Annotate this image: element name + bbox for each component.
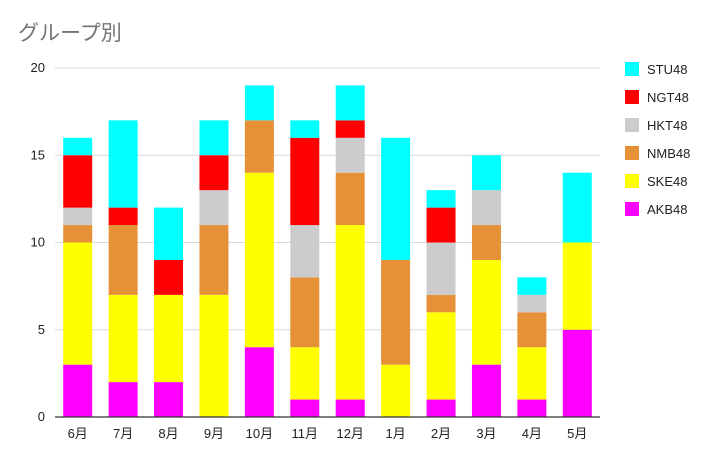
y-tick-label: 5 xyxy=(38,322,45,337)
x-axis: 6月 7月 8月 9月 10月 11月 12月 1月 2月 3月 4月 5月 xyxy=(55,416,600,441)
bar-segment-ske48-5 xyxy=(290,347,320,400)
x-tick-label: 7月 xyxy=(113,426,133,441)
y-tick-label: 0 xyxy=(38,409,45,424)
bar-segment-ngt48-8 xyxy=(426,207,456,243)
bar-segment-ske48-7 xyxy=(381,364,411,417)
legend-swatch-akb48 xyxy=(625,202,639,216)
bar-segment-ske48-2 xyxy=(154,294,184,383)
bar-segment-nmb48-0 xyxy=(63,225,93,243)
y-tick-label: 10 xyxy=(31,235,45,250)
x-tick-label: 3月 xyxy=(476,426,496,441)
bar-segment-stu48-6 xyxy=(335,85,365,121)
bar-segment-stu48-8 xyxy=(426,190,456,208)
bar-segment-ngt48-5 xyxy=(290,137,320,226)
x-tick-label: 4月 xyxy=(522,426,542,441)
bar-segment-nmb48-4 xyxy=(244,120,274,173)
bar-segment-akb48-9 xyxy=(471,364,501,417)
legend-swatch-stu48 xyxy=(625,62,639,76)
y-axis: 0 5 10 15 20 xyxy=(31,60,45,424)
legend-label-ske48: SKE48 xyxy=(647,174,687,189)
bar-segment-hkt48-0 xyxy=(63,207,93,226)
bar-segment-stu48-5 xyxy=(290,120,320,138)
bar-segment-stu48-7 xyxy=(381,137,411,260)
bar-segment-stu48-4 xyxy=(244,85,274,121)
bar-segment-stu48-3 xyxy=(199,120,229,156)
bar-segment-nmb48-7 xyxy=(381,259,411,365)
bar-segment-ske48-1 xyxy=(108,294,138,383)
bar-segment-stu48-0 xyxy=(63,137,93,156)
bar-segment-ske48-11 xyxy=(562,242,592,330)
legend: STU48 NGT48 HKT48 NMB48 SKE48 AKB48 xyxy=(625,62,690,217)
bar-segment-hkt48-5 xyxy=(290,225,320,278)
bar-segment-nmb48-5 xyxy=(290,277,320,348)
x-tick-label: 5月 xyxy=(567,426,587,441)
bar-segment-ngt48-3 xyxy=(199,155,229,191)
bar-segment-stu48-2 xyxy=(154,207,184,260)
x-tick-label: 1月 xyxy=(386,426,406,441)
bar-segment-hkt48-8 xyxy=(426,242,456,295)
legend-swatch-nmb48 xyxy=(625,146,639,160)
grid-lines xyxy=(55,67,600,331)
x-tick-label: 6月 xyxy=(68,426,88,441)
legend-label-nmb48: NMB48 xyxy=(647,146,690,161)
bar-segment-ske48-0 xyxy=(63,242,93,365)
bar-segment-ske48-10 xyxy=(517,347,547,400)
x-tick-label: 8月 xyxy=(158,426,178,441)
legend-swatch-ngt48 xyxy=(625,90,639,104)
bar-segment-akb48-1 xyxy=(108,382,138,417)
y-tick-label: 20 xyxy=(31,60,45,75)
legend-label-ngt48: NGT48 xyxy=(647,90,689,105)
bar-segment-hkt48-10 xyxy=(517,294,547,313)
bar-segment-nmb48-1 xyxy=(108,225,138,295)
bar-segment-ngt48-2 xyxy=(154,259,184,295)
x-tick-label: 12月 xyxy=(336,426,363,441)
bar-segment-ske48-6 xyxy=(335,225,365,400)
bar-segment-akb48-6 xyxy=(335,399,365,417)
bar-segment-akb48-2 xyxy=(154,382,184,417)
bar-segment-stu48-10 xyxy=(517,277,547,295)
bar-segment-nmb48-10 xyxy=(517,312,547,348)
bar-segment-akb48-4 xyxy=(244,347,274,417)
bar-segment-akb48-10 xyxy=(517,399,547,417)
bar-segment-akb48-5 xyxy=(290,399,320,417)
x-tick-label: 2月 xyxy=(431,426,451,441)
bar-segment-stu48-1 xyxy=(108,120,138,208)
bar-segment-nmb48-9 xyxy=(471,225,501,260)
legend-swatch-hkt48 xyxy=(625,118,639,132)
bar-segment-ngt48-1 xyxy=(108,207,138,226)
bar-segment-akb48-8 xyxy=(426,399,456,417)
x-tick-label: 9月 xyxy=(204,426,224,441)
bar-segment-stu48-11 xyxy=(562,172,592,243)
bar-segment-nmb48-6 xyxy=(335,172,365,226)
bar-segment-ngt48-6 xyxy=(335,120,365,138)
bar-segment-akb48-0 xyxy=(63,364,93,417)
y-tick-label: 15 xyxy=(31,147,45,162)
bar-segment-ske48-3 xyxy=(199,294,229,417)
bar-segment-akb48-11 xyxy=(562,329,592,417)
legend-label-hkt48: HKT48 xyxy=(647,118,687,133)
legend-swatch-ske48 xyxy=(625,174,639,188)
legend-label-akb48: AKB48 xyxy=(647,202,687,217)
bar-segment-ngt48-0 xyxy=(63,155,93,208)
chart-title: グループ別 xyxy=(18,21,122,45)
bar-segment-hkt48-6 xyxy=(335,137,365,173)
bar-segment-hkt48-3 xyxy=(199,190,229,226)
legend-label-stu48: STU48 xyxy=(647,62,687,77)
bar-segment-hkt48-9 xyxy=(471,190,501,226)
bar-segment-ske48-9 xyxy=(471,259,501,365)
bar-segment-ske48-4 xyxy=(244,172,274,348)
x-tick-label: 11月 xyxy=(292,426,319,441)
x-tick-label: 10月 xyxy=(246,426,273,441)
bar-segment-stu48-9 xyxy=(471,155,501,191)
bar-segment-nmb48-3 xyxy=(199,225,229,295)
bar-segment-nmb48-8 xyxy=(426,294,456,313)
bar-segment-ske48-8 xyxy=(426,312,456,400)
bars xyxy=(63,85,592,417)
